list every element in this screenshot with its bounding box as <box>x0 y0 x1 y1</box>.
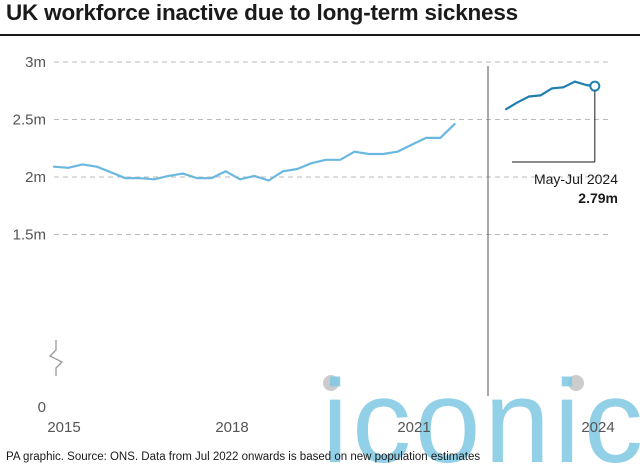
data-series <box>52 80 601 182</box>
x-axis-ticks: 2015 2018 2021 2024 <box>47 419 614 436</box>
series-line-jul-2022-onwards <box>505 80 596 111</box>
watermark-dot <box>323 375 339 391</box>
y-tick-label: 1.5m <box>13 227 46 244</box>
x-tick-label: 2021 <box>397 419 430 436</box>
y-tick-label: 2m <box>25 169 46 186</box>
x-tick-label: 2015 <box>47 419 80 436</box>
x-tick-label: 2018 <box>215 419 248 436</box>
y-tick-label: 0 <box>38 399 46 416</box>
annotation-period: May-Jul 2024 <box>534 171 618 187</box>
series-line-before-jul-2022 <box>52 122 456 182</box>
y-axis-break-icon <box>48 340 64 376</box>
y-axis-ticks: 0 1.5m 2m 2.5m 3m <box>13 54 46 416</box>
latest-value-annotation: May-Jul 2024 2.79m <box>512 91 618 206</box>
annotation-value: 2.79m <box>578 190 618 206</box>
y-tick-label: 2.5m <box>13 112 46 129</box>
latest-point-marker <box>589 80 601 92</box>
x-tick-label: 2024 <box>581 419 614 436</box>
y-tick-label: 3m <box>25 54 46 71</box>
title-divider <box>0 34 640 36</box>
chart-grid <box>54 61 612 235</box>
source-note: PA graphic. Source: ONS. Data from Jul 2… <box>6 451 481 463</box>
chart-title: UK workforce inactive due to long-term s… <box>6 0 518 25</box>
watermark-dot <box>568 375 584 391</box>
